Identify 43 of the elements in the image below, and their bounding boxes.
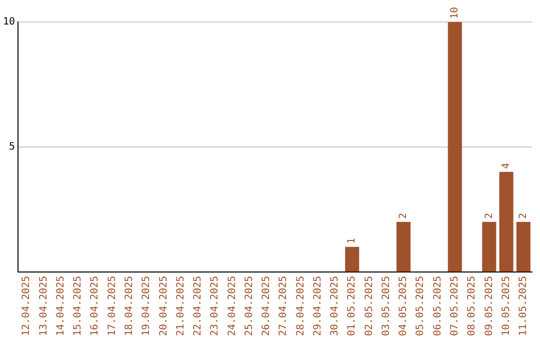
x-tick-label: 20.04.2025 [158,276,170,336]
bar [448,22,462,272]
data-label: 2 [484,212,495,219]
y-tick-label: 5 [9,141,16,152]
x-tick-label: 29.04.2025 [312,276,324,336]
x-tick-label: 09.05.2025 [484,276,495,336]
x-tick-label: 23.04.2025 [210,276,221,336]
bar [345,246,360,272]
x-tick-label: 04.05.2025 [398,276,410,336]
x-tick-label: 11.05.2025 [518,276,530,336]
data-label: 4 [500,162,512,169]
x-tick-label: 26.04.2025 [261,276,272,336]
data-label: 10 [450,6,460,19]
bar [396,222,411,272]
x-tick-label: 12.04.2025 [21,276,32,336]
x-tick-label: 17.04.2025 [106,276,118,336]
x-tick-label: 30.04.2025 [330,276,341,336]
x-tick-label: 15.04.2025 [72,276,84,336]
data-label: 1 [346,238,358,244]
x-tick-label: 01.05.2025 [346,276,358,336]
x-tick-label: 21.04.2025 [175,276,186,336]
x-tick-label: 22.04.2025 [192,276,204,336]
x-tick-label: 07.05.2025 [450,276,460,336]
x-tick-label: 08.05.2025 [466,276,478,336]
x-tick-label: 13.04.2025 [38,276,50,336]
x-tick-label: 27.04.2025 [278,276,290,336]
x-tick-label: 03.05.2025 [380,276,392,336]
x-tick-label: 25.04.2025 [244,276,255,336]
x-tick-label: 16.04.2025 [90,276,101,336]
x-tick-label: 28.04.2025 [295,276,306,336]
data-label: 2 [398,212,410,219]
x-tick-label: 05.05.2025 [415,276,426,336]
data-label: 2 [518,212,530,219]
x-tick-label: 02.05.2025 [364,276,375,336]
x-tick-label: 06.05.2025 [432,276,444,336]
x-tick-label: 19.04.2025 [141,276,152,336]
x-tick-label: 18.04.2025 [124,276,135,336]
x-tick-label: 14.04.2025 [55,276,66,336]
bar [499,172,514,272]
bar [516,222,530,272]
x-tick-label: 10.05.2025 [500,276,512,336]
bar [482,222,496,272]
x-tick-label: 24.04.2025 [226,276,238,336]
